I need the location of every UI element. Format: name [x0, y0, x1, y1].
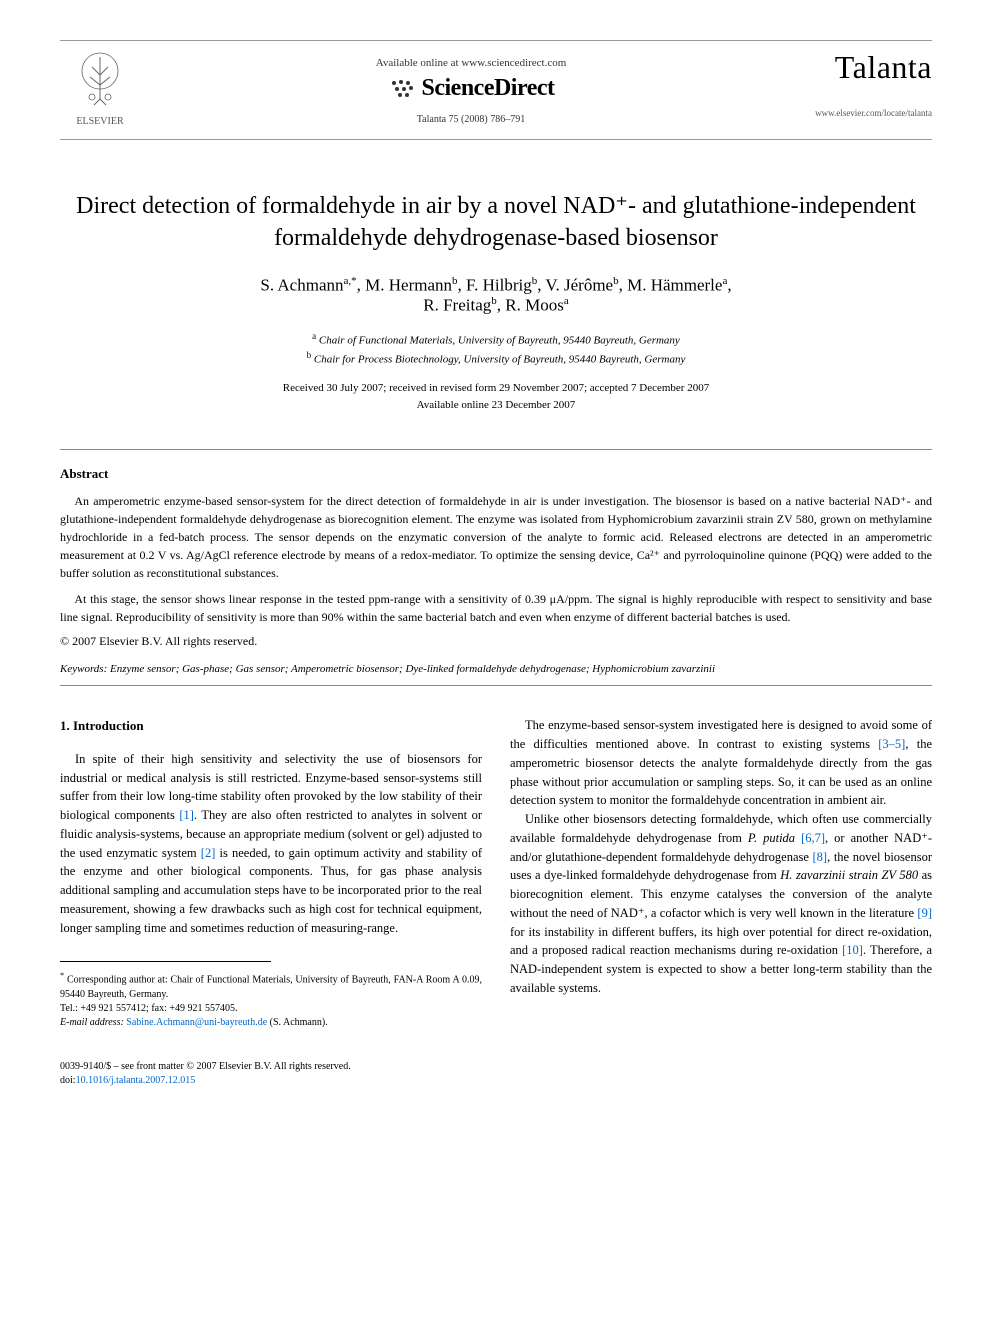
citation-1-link[interactable]: [1]	[179, 808, 194, 822]
corresponding-author-footnote: * Corresponding author at: Chair of Func…	[60, 970, 482, 1029]
abstract-bottom-rule	[60, 685, 932, 686]
abstract-para-1: An amperometric enzyme-based sensor-syst…	[60, 492, 932, 582]
body-columns: 1. Introduction In spite of their high s…	[60, 716, 932, 1029]
elsevier-logo: ELSEVIER	[60, 49, 140, 127]
page-footer: 0039-9140/$ – see front matter © 2007 El…	[60, 1060, 932, 1088]
affiliations: a Chair of Functional Materials, Univers…	[60, 330, 932, 368]
abstract-top-rule	[60, 449, 932, 450]
abstract-heading: Abstract	[60, 466, 932, 482]
authors-list: S. Achmanna,*, M. Hermannb, F. Hilbrigb,…	[60, 275, 932, 316]
talanta-title: Talanta	[802, 49, 932, 86]
article-title: Direct detection of formaldehyde in air …	[60, 190, 932, 255]
author-email-link[interactable]: Sabine.Achmann@uni-bayreuth.de	[126, 1017, 267, 1028]
available-online-text: Available online at www.sciencedirect.co…	[140, 57, 802, 69]
issn-line: 0039-9140/$ – see front matter © 2007 El…	[60, 1061, 351, 1072]
copyright-line: © 2007 Elsevier B.V. All rights reserved…	[60, 634, 932, 649]
citation-2-link[interactable]: [2]	[201, 846, 216, 860]
journal-url: www.elsevier.com/locate/talanta	[802, 108, 932, 118]
doi-label: doi:	[60, 1075, 76, 1086]
citation-8-link[interactable]: [8]	[813, 850, 828, 864]
footnote-separator	[60, 961, 271, 962]
intro-para-1: In spite of their high sensitivity and s…	[60, 750, 482, 938]
intro-para-2: The enzyme-based sensor-system investiga…	[510, 716, 932, 810]
right-column: The enzyme-based sensor-system investiga…	[510, 716, 932, 1029]
citation-9-link[interactable]: [9]	[917, 906, 932, 920]
elsevier-tree-icon	[70, 49, 130, 109]
page-header: ELSEVIER Available online at www.science…	[60, 40, 932, 140]
intro-para-3: Unlike other biosensors detecting formal…	[510, 810, 932, 998]
citation-6-7-link[interactable]: [6,7]	[795, 831, 825, 845]
elsevier-label: ELSEVIER	[60, 116, 140, 127]
sciencedirect-brand: ScienceDirect	[140, 75, 802, 102]
sciencedirect-icon	[388, 77, 418, 101]
citation-3-5-link[interactable]: [3–5]	[878, 737, 905, 751]
abstract-para-2: At this stage, the sensor shows linear r…	[60, 590, 932, 626]
doi-link[interactable]: 10.1016/j.talanta.2007.12.015	[76, 1075, 196, 1086]
header-center: Available online at www.sciencedirect.co…	[140, 49, 802, 125]
journal-reference: Talanta 75 (2008) 786–791	[140, 114, 802, 125]
journal-logo-block: Talanta www.elsevier.com/locate/talanta	[802, 49, 932, 118]
article-dates: Received 30 July 2007; received in revis…	[60, 380, 932, 413]
section-1-heading: 1. Introduction	[60, 716, 482, 736]
citation-10-link[interactable]: [10]	[842, 943, 863, 957]
keywords: Keywords: Enzyme sensor; Gas-phase; Gas …	[60, 663, 932, 675]
left-column: 1. Introduction In spite of their high s…	[60, 716, 482, 1029]
